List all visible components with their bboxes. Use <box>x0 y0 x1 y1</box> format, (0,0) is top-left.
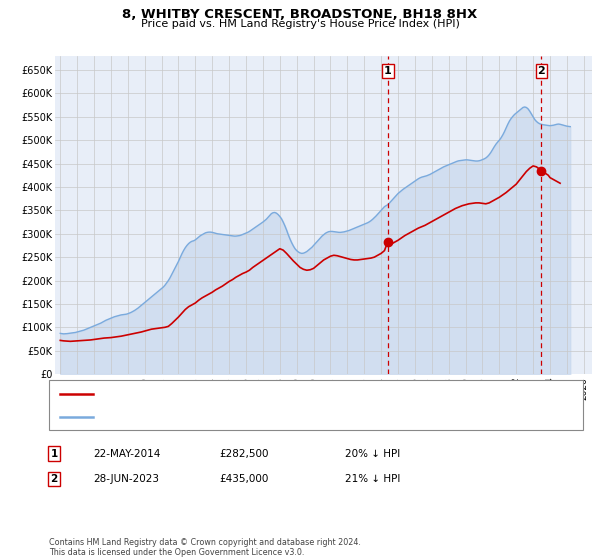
Text: 28-JUN-2023: 28-JUN-2023 <box>93 474 159 484</box>
Text: £282,500: £282,500 <box>219 449 269 459</box>
Text: Price paid vs. HM Land Registry's House Price Index (HPI): Price paid vs. HM Land Registry's House … <box>140 19 460 29</box>
Text: 2: 2 <box>50 474 58 484</box>
Text: Contains HM Land Registry data © Crown copyright and database right 2024.
This d: Contains HM Land Registry data © Crown c… <box>49 538 361 557</box>
Text: 1: 1 <box>50 449 58 459</box>
Text: 8, WHITBY CRESCENT, BROADSTONE, BH18 8HX (detached house): 8, WHITBY CRESCENT, BROADSTONE, BH18 8HX… <box>100 389 425 399</box>
Text: 2: 2 <box>538 66 545 76</box>
Text: £435,000: £435,000 <box>219 474 268 484</box>
Text: 8, WHITBY CRESCENT, BROADSTONE, BH18 8HX: 8, WHITBY CRESCENT, BROADSTONE, BH18 8HX <box>122 8 478 21</box>
Text: 1: 1 <box>384 66 392 76</box>
Text: 21% ↓ HPI: 21% ↓ HPI <box>345 474 400 484</box>
Text: HPI: Average price, detached house, Bournemouth Christchurch and Poole: HPI: Average price, detached house, Bour… <box>100 412 464 422</box>
Text: 20% ↓ HPI: 20% ↓ HPI <box>345 449 400 459</box>
Text: 22-MAY-2014: 22-MAY-2014 <box>93 449 160 459</box>
